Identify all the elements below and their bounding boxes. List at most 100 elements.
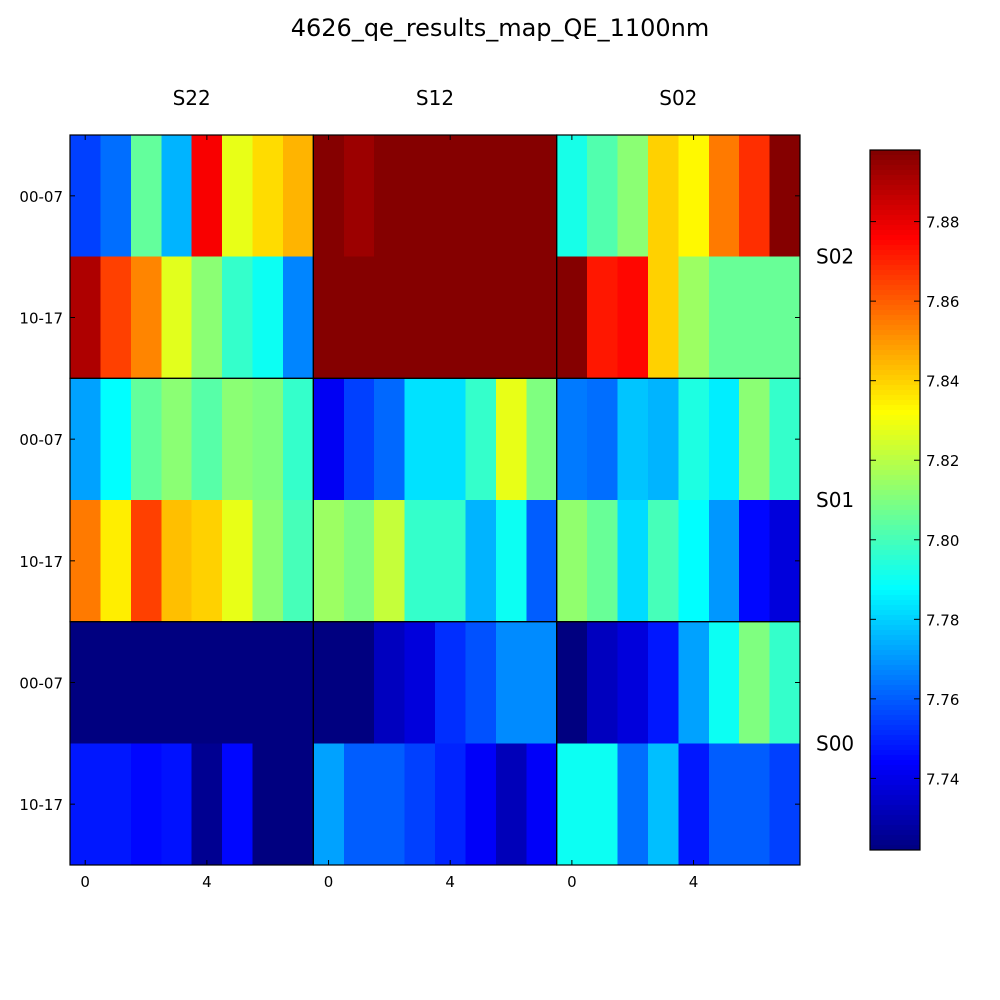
colorbar-segment bbox=[870, 525, 920, 531]
colorbar-segment bbox=[870, 425, 920, 431]
colorbar-segment bbox=[870, 840, 920, 846]
heatmap-cell bbox=[130, 500, 162, 623]
heatmap-cell bbox=[70, 256, 102, 379]
heatmap-cell bbox=[647, 378, 679, 501]
row-group-label: S01 bbox=[816, 488, 854, 512]
colorbar-segment bbox=[870, 380, 920, 386]
colorbar-segment bbox=[870, 265, 920, 271]
heatmap-cell bbox=[130, 135, 162, 258]
heatmap-cell bbox=[374, 135, 406, 258]
heatmap-cell bbox=[374, 378, 406, 501]
colorbar-segment bbox=[870, 185, 920, 191]
colorbar-segment bbox=[870, 485, 920, 491]
colorbar-segment bbox=[870, 205, 920, 211]
colorbar-segment bbox=[870, 225, 920, 231]
colorbar-segment bbox=[870, 350, 920, 356]
colorbar-segment bbox=[870, 640, 920, 646]
colorbar-segment bbox=[870, 630, 920, 636]
colorbar-segment bbox=[870, 695, 920, 701]
heatmap-cell bbox=[404, 621, 436, 744]
heatmap-cell bbox=[343, 256, 375, 379]
heatmap-cell bbox=[647, 500, 679, 623]
colorbar-segment bbox=[870, 685, 920, 691]
heatmap-cell bbox=[222, 378, 254, 501]
colorbar-segment bbox=[870, 300, 920, 306]
colorbar-tick-label: 7.88 bbox=[926, 214, 959, 232]
heatmap-cell bbox=[556, 500, 588, 623]
heatmap-cell bbox=[678, 135, 710, 258]
colorbar-segment bbox=[870, 210, 920, 216]
colorbar-segment bbox=[870, 515, 920, 521]
heatmap-cell bbox=[313, 135, 345, 258]
heatmap-cell bbox=[161, 378, 193, 501]
colorbar-segment bbox=[870, 675, 920, 681]
heatmap-cell bbox=[617, 743, 649, 866]
colorbar-segment bbox=[870, 625, 920, 631]
heatmap-cell bbox=[556, 743, 588, 866]
colorbar-tick-label: 7.80 bbox=[926, 532, 959, 550]
heatmap-cell bbox=[161, 621, 193, 744]
colorbar-segment bbox=[870, 550, 920, 556]
colorbar-segment bbox=[870, 545, 920, 551]
colorbar-segment bbox=[870, 245, 920, 251]
heatmap-cell bbox=[191, 135, 223, 258]
heatmap-cell bbox=[161, 743, 193, 866]
heatmap-cell bbox=[70, 743, 102, 866]
colorbar-segment bbox=[870, 340, 920, 346]
colorbar-segment bbox=[870, 665, 920, 671]
heatmap-cell bbox=[313, 500, 345, 623]
heatmap-cell bbox=[495, 135, 527, 258]
heatmap-cell bbox=[465, 621, 497, 744]
colorbar-segment bbox=[870, 835, 920, 841]
heatmap-cell bbox=[647, 621, 679, 744]
heatmap-cell bbox=[343, 621, 375, 744]
colorbar-segment bbox=[870, 580, 920, 586]
heatmap-cell bbox=[343, 500, 375, 623]
heatmap-cell bbox=[161, 500, 193, 623]
colorbar-segment bbox=[870, 650, 920, 656]
heatmap-cell bbox=[313, 743, 345, 866]
colorbar-segment bbox=[870, 750, 920, 756]
colorbar-segment bbox=[870, 510, 920, 516]
colorbar-segment bbox=[870, 405, 920, 411]
heatmap-cell bbox=[313, 256, 345, 379]
colorbar-segment bbox=[870, 820, 920, 826]
colorbar-segment bbox=[870, 495, 920, 501]
heatmap-cell bbox=[465, 500, 497, 623]
colorbar-segment bbox=[870, 600, 920, 606]
colorbar-segment bbox=[870, 575, 920, 581]
colorbar-segment bbox=[870, 800, 920, 806]
heatmap-cell bbox=[435, 621, 467, 744]
heatmap-cell bbox=[282, 500, 314, 623]
colorbar-segment bbox=[870, 385, 920, 391]
heatmap-cell bbox=[739, 135, 771, 258]
heatmap-cell bbox=[526, 500, 558, 623]
colorbar-segment bbox=[870, 230, 920, 236]
heatmap-cell bbox=[617, 378, 649, 501]
heatmap-cell bbox=[556, 378, 588, 501]
heatmap-cell bbox=[404, 256, 436, 379]
colorbar-segment bbox=[870, 370, 920, 376]
heatmap-cell bbox=[587, 378, 619, 501]
heatmap-cell bbox=[130, 743, 162, 866]
colorbar-segment bbox=[870, 250, 920, 256]
colorbar-segment bbox=[870, 555, 920, 561]
heatmap-cell bbox=[252, 621, 284, 744]
heatmap-cell bbox=[556, 621, 588, 744]
heatmap-cell bbox=[130, 256, 162, 379]
heatmap-cell bbox=[708, 621, 740, 744]
heatmap-cell bbox=[191, 743, 223, 866]
heatmap-cell bbox=[404, 135, 436, 258]
colorbar-segment bbox=[870, 790, 920, 796]
colorbar-segment bbox=[870, 160, 920, 166]
x-tick-label: 0 bbox=[80, 873, 90, 891]
heatmap-cell bbox=[100, 256, 132, 379]
heatmap-cell bbox=[465, 378, 497, 501]
colorbar-segment bbox=[870, 220, 920, 226]
heatmap-cell bbox=[708, 135, 740, 258]
heatmap-cell bbox=[374, 256, 406, 379]
heatmap-cell bbox=[739, 256, 771, 379]
colorbar-segment bbox=[870, 260, 920, 266]
y-tick-label: 00-07 bbox=[19, 675, 63, 693]
colorbar-segment bbox=[870, 845, 920, 851]
